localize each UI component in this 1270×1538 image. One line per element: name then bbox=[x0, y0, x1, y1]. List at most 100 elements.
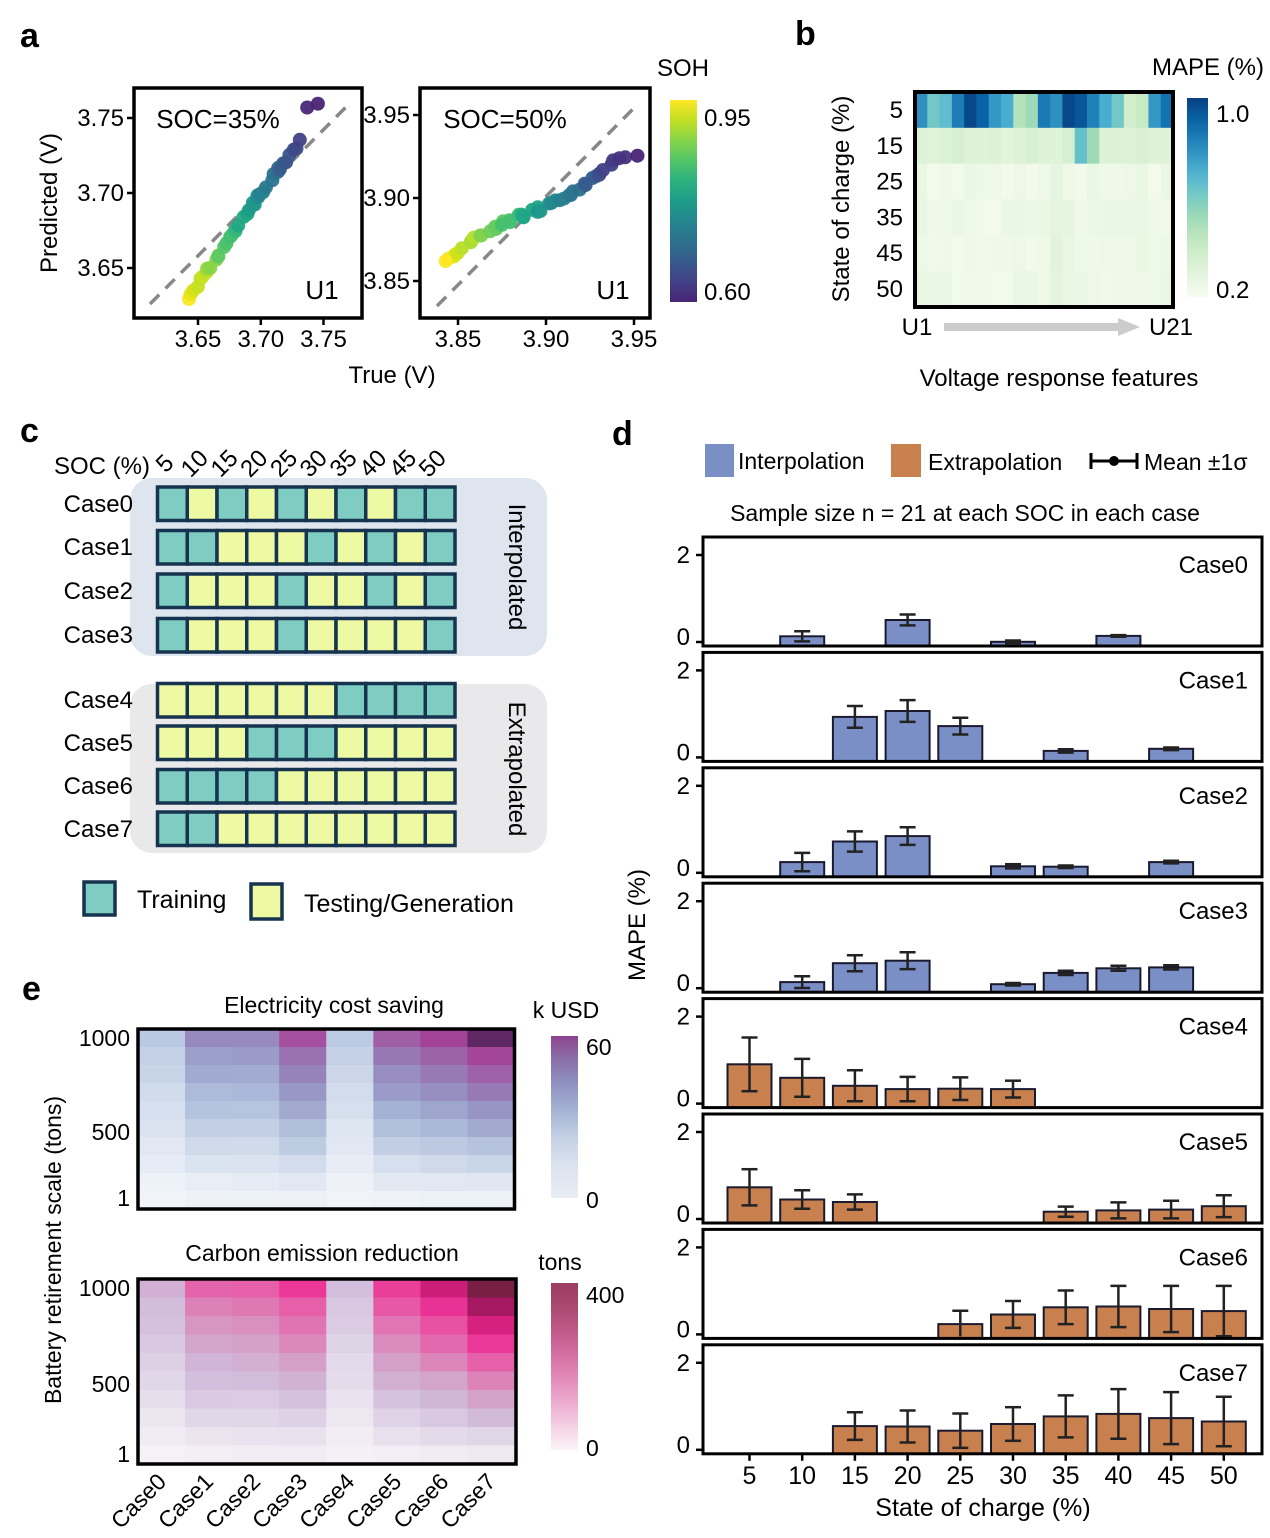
svg-text:3.65: 3.65 bbox=[77, 255, 124, 282]
svg-text:True (V): True (V) bbox=[348, 362, 435, 389]
svg-text:Extrapolated: Extrapolated bbox=[503, 702, 530, 837]
svg-text:SOC (%): SOC (%) bbox=[54, 453, 150, 480]
svg-text:2: 2 bbox=[677, 1350, 690, 1377]
svg-text:0: 0 bbox=[586, 1187, 599, 1213]
svg-text:Case7: Case7 bbox=[435, 1468, 500, 1533]
svg-text:SOH: SOH bbox=[657, 55, 709, 82]
svg-text:25: 25 bbox=[876, 169, 903, 196]
svg-text:1: 1 bbox=[117, 1441, 130, 1467]
svg-text:0: 0 bbox=[677, 1201, 690, 1228]
svg-text:Electricity cost saving: Electricity cost saving bbox=[224, 992, 444, 1018]
svg-text:Case1: Case1 bbox=[64, 534, 133, 561]
svg-text:U1: U1 bbox=[305, 275, 338, 305]
svg-text:30: 30 bbox=[999, 1462, 1027, 1490]
svg-text:Case4: Case4 bbox=[64, 687, 133, 714]
svg-text:Case3: Case3 bbox=[64, 622, 133, 649]
svg-text:SOC=35%: SOC=35% bbox=[156, 104, 280, 134]
svg-text:Battery retirement scale (tons: Battery retirement scale (tons) bbox=[40, 1096, 66, 1404]
svg-text:Case7: Case7 bbox=[64, 816, 133, 843]
svg-text:2: 2 bbox=[677, 1004, 690, 1031]
svg-text:Voltage response features: Voltage response features bbox=[920, 365, 1199, 392]
svg-text:1: 1 bbox=[117, 1185, 130, 1211]
svg-text:2: 2 bbox=[677, 1234, 690, 1261]
svg-text:State of charge (%): State of charge (%) bbox=[828, 96, 855, 303]
svg-text:2: 2 bbox=[677, 773, 690, 800]
svg-text:U21: U21 bbox=[1149, 314, 1193, 341]
svg-text:0.2: 0.2 bbox=[1216, 277, 1249, 304]
svg-text:Case5: Case5 bbox=[1179, 1129, 1248, 1156]
svg-text:0: 0 bbox=[677, 739, 690, 766]
svg-text:k USD: k USD bbox=[533, 997, 599, 1023]
svg-text:1000: 1000 bbox=[79, 1275, 130, 1301]
svg-text:500: 500 bbox=[92, 1371, 130, 1397]
svg-text:60: 60 bbox=[586, 1034, 612, 1060]
svg-text:Sample size n = 21 at each SOC: Sample size n = 21 at each SOC in each c… bbox=[730, 500, 1200, 526]
svg-text:5: 5 bbox=[890, 97, 903, 124]
svg-text:Case7: Case7 bbox=[1179, 1360, 1248, 1387]
svg-text:SOC=50%: SOC=50% bbox=[443, 104, 567, 134]
svg-text:40: 40 bbox=[1104, 1462, 1132, 1490]
svg-text:3.95: 3.95 bbox=[611, 326, 658, 353]
svg-text:MAPE (%): MAPE (%) bbox=[624, 869, 651, 981]
svg-text:3.85: 3.85 bbox=[363, 268, 410, 295]
svg-text:Mean ±1σ: Mean ±1σ bbox=[1144, 449, 1248, 475]
svg-text:45: 45 bbox=[876, 240, 903, 267]
svg-text:Training: Training bbox=[137, 886, 226, 914]
svg-text:45: 45 bbox=[1157, 1462, 1185, 1490]
svg-text:U1: U1 bbox=[596, 275, 629, 305]
svg-text:U1: U1 bbox=[902, 314, 933, 341]
svg-text:Interpolation: Interpolation bbox=[738, 448, 865, 474]
svg-text:0: 0 bbox=[677, 624, 690, 651]
svg-text:5: 5 bbox=[743, 1462, 757, 1490]
svg-text:3.75: 3.75 bbox=[300, 326, 347, 353]
svg-text:Case0: Case0 bbox=[1179, 552, 1248, 579]
svg-text:0: 0 bbox=[677, 1086, 690, 1113]
svg-text:50: 50 bbox=[414, 445, 452, 483]
svg-text:500: 500 bbox=[92, 1119, 130, 1145]
svg-text:15: 15 bbox=[841, 1462, 869, 1490]
svg-text:e: e bbox=[22, 970, 41, 1008]
svg-text:35: 35 bbox=[876, 204, 903, 231]
svg-text:2: 2 bbox=[677, 542, 690, 569]
svg-text:c: c bbox=[20, 412, 39, 450]
svg-text:a: a bbox=[20, 17, 40, 55]
svg-text:Carbon emission reduction: Carbon emission reduction bbox=[185, 1240, 459, 1266]
svg-text:State of charge (%): State of charge (%) bbox=[875, 1494, 1090, 1522]
svg-text:0.60: 0.60 bbox=[704, 279, 751, 306]
svg-text:25: 25 bbox=[946, 1462, 974, 1490]
svg-text:Predicted (V): Predicted (V) bbox=[36, 133, 63, 273]
svg-text:15: 15 bbox=[876, 133, 903, 160]
svg-text:0: 0 bbox=[677, 970, 690, 997]
svg-text:0: 0 bbox=[677, 855, 690, 882]
svg-text:Case6: Case6 bbox=[64, 773, 133, 800]
svg-text:Case3: Case3 bbox=[1179, 898, 1248, 925]
svg-text:0: 0 bbox=[586, 1435, 599, 1461]
svg-text:Case1: Case1 bbox=[1179, 667, 1248, 694]
svg-text:0: 0 bbox=[677, 1432, 690, 1459]
svg-text:1000: 1000 bbox=[79, 1025, 130, 1051]
svg-text:20: 20 bbox=[894, 1462, 922, 1490]
svg-text:3.70: 3.70 bbox=[237, 326, 284, 353]
svg-text:3.70: 3.70 bbox=[77, 180, 124, 207]
svg-text:Case2: Case2 bbox=[1179, 783, 1248, 810]
svg-text:35: 35 bbox=[1052, 1462, 1080, 1490]
svg-text:Case6: Case6 bbox=[1179, 1244, 1248, 1271]
svg-text:2: 2 bbox=[677, 657, 690, 684]
svg-text:Case4: Case4 bbox=[1179, 1014, 1248, 1041]
svg-text:Case2: Case2 bbox=[64, 578, 133, 605]
svg-text:3.65: 3.65 bbox=[175, 326, 222, 353]
svg-text:b: b bbox=[795, 15, 816, 53]
svg-text:Extrapolation: Extrapolation bbox=[928, 449, 1062, 475]
svg-text:3.85: 3.85 bbox=[435, 326, 482, 353]
svg-text:3.95: 3.95 bbox=[363, 102, 410, 129]
svg-text:3.75: 3.75 bbox=[77, 105, 124, 132]
svg-text:3.90: 3.90 bbox=[363, 185, 410, 212]
svg-text:Case5: Case5 bbox=[64, 730, 133, 757]
svg-text:3.90: 3.90 bbox=[523, 326, 570, 353]
svg-text:0.95: 0.95 bbox=[704, 105, 751, 132]
svg-text:10: 10 bbox=[788, 1462, 816, 1490]
svg-text:0: 0 bbox=[677, 1316, 690, 1343]
svg-text:2: 2 bbox=[677, 1119, 690, 1146]
svg-text:50: 50 bbox=[876, 276, 903, 303]
svg-text:1.0: 1.0 bbox=[1216, 101, 1249, 128]
